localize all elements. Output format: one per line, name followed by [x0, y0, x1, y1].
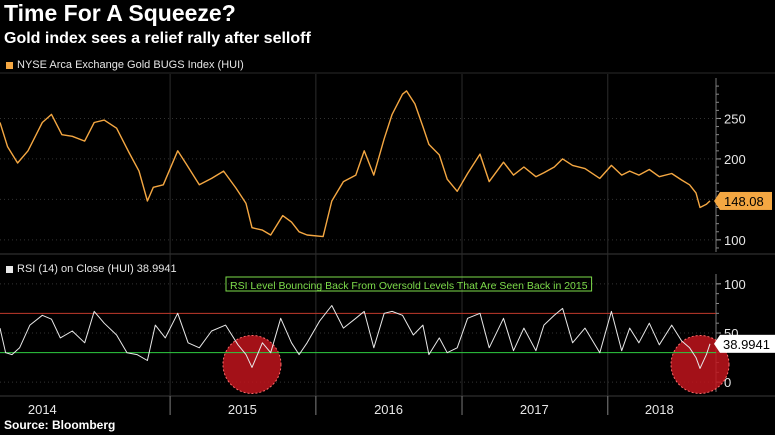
x-tick-label: 2017 [520, 402, 549, 417]
x-tick-label: 2014 [28, 402, 57, 417]
rsi-tick-label: 0 [724, 375, 731, 390]
x-tick-label: 2015 [228, 402, 257, 417]
rsi-annotation-box [225, 276, 593, 292]
price-tick-label: 200 [724, 152, 746, 167]
rsi-legend-label: RSI (14) on Close (HUI) 38.9941 [17, 263, 177, 275]
oversold-highlight-circle [670, 334, 730, 394]
price-legend-swatch [6, 61, 13, 69]
x-tick-label: 2016 [374, 402, 403, 417]
price-series-line [0, 90, 711, 238]
rsi-tick-label: 100 [724, 277, 746, 292]
price-legend-label: NYSE Arca Exchange Gold BUGS Index (HUI) [17, 59, 244, 71]
source-note: Source: Bloomberg [4, 418, 116, 432]
rsi-annotation: RSI Level Bouncing Back From Oversold Le… [230, 280, 588, 292]
price-tick-label: 250 [724, 111, 746, 126]
last-price-label: 148.08 [724, 194, 764, 209]
last-rsi-pointer [714, 334, 720, 353]
x-tick-label: 2018 [645, 402, 674, 417]
oversold-highlight-circle [222, 334, 282, 394]
last-rsi-box [720, 334, 775, 353]
price-tick-label: 100 [724, 233, 746, 248]
rsi-legend: RSI (14) on Close (HUI) 38.9941 [6, 263, 177, 275]
chart-subtitle: Gold index sees a relief rally after sel… [4, 30, 311, 47]
last-rsi-label: 38.9941 [723, 337, 770, 352]
last-price-pointer [714, 191, 720, 210]
price-legend: NYSE Arca Exchange Gold BUGS Index (HUI) [6, 59, 244, 71]
chart-title: Time For A Squeeze? [4, 0, 236, 26]
rsi-series-line [0, 305, 711, 369]
rsi-legend-swatch [6, 265, 13, 273]
last-price-box [720, 191, 772, 210]
